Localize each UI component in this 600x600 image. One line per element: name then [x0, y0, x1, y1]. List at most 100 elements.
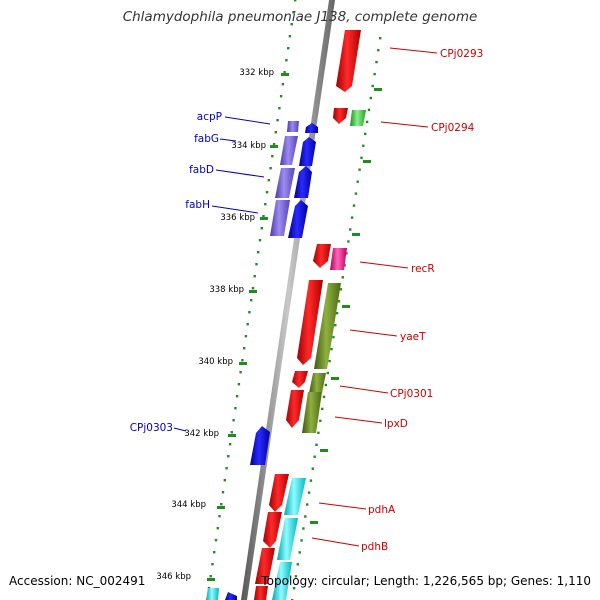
scale-dot: [377, 49, 380, 52]
fabD-gene[interactable]: [294, 166, 312, 198]
scale-dot: [369, 96, 372, 100]
gene-label-pdhA[interactable]: pdhA: [368, 504, 396, 516]
gene-label-recR[interactable]: recR: [411, 263, 435, 275]
scale-dot: [306, 503, 309, 506]
scale-dot: [298, 551, 301, 554]
gene-label-CPj0294[interactable]: CPj0294: [431, 122, 475, 134]
yaeT-gene[interactable]: [297, 280, 323, 365]
CPj0301-gene-cog[interactable]: [309, 373, 326, 393]
bottom-reverse-gene-2[interactable]: [254, 586, 268, 600]
scale-dot: [214, 539, 218, 542]
scale-dot: [223, 479, 226, 482]
bottom-cyan-reverse[interactable]: [272, 562, 292, 600]
recR-gene-cog[interactable]: [330, 248, 347, 270]
gene-label-fabD[interactable]: fabD: [189, 164, 214, 176]
lpxD-gene-cog[interactable]: [302, 392, 322, 433]
scale-dot: [294, 575, 298, 578]
scale-dot: [209, 575, 212, 578]
scale-dot: [234, 407, 237, 410]
pdhA-gene[interactable]: [269, 474, 289, 512]
scale-dot: [218, 515, 221, 518]
scale-dot: [227, 455, 230, 458]
scale-dot: [255, 263, 258, 266]
scale-dot: [281, 83, 285, 86]
scale-dot: [288, 35, 292, 38]
scale-dot: [371, 84, 374, 88]
scale-dot: [243, 347, 246, 350]
scale-dot: [322, 395, 326, 399]
scale-dot: [349, 228, 352, 231]
scale-dot: [324, 383, 328, 387]
gene-label-CPj0303[interactable]: CPj0303: [130, 422, 173, 434]
scale-dot: [375, 60, 378, 64]
scale-dot: [211, 563, 214, 566]
pdhB-gene-cog[interactable]: [277, 518, 298, 560]
scale-dot: [379, 37, 382, 40]
gene-label-CPj0301[interactable]: CPj0301: [390, 388, 433, 400]
fabG-gene[interactable]: [299, 137, 316, 166]
CPj0303-gene[interactable]: [250, 426, 270, 465]
gene-label-acpP[interactable]: acpP: [197, 111, 222, 123]
scale-dot: [313, 455, 316, 458]
tick-label-346: 346 kbp: [156, 572, 191, 582]
scale-dot: [364, 132, 367, 136]
scale-dot: [239, 371, 242, 374]
CPj0301-gene[interactable]: [292, 371, 308, 388]
right-gene-labels: CPj0293 CPj0294 recR yaeT CPj0301 lpxD p…: [361, 48, 483, 553]
bottom-forward-gene[interactable]: [225, 592, 237, 600]
acpP-gene-cog[interactable]: [287, 121, 299, 132]
scale-dot: [360, 156, 363, 159]
pdhA-gene-cog[interactable]: [284, 478, 306, 515]
scale-dot: [332, 335, 335, 339]
acpP-gene[interactable]: [305, 123, 318, 133]
tick-label-334: 334 kbp: [231, 141, 266, 151]
gene-label-pdhB[interactable]: pdhB: [361, 541, 388, 553]
CPj0293-gene[interactable]: [336, 30, 361, 92]
scale-dot: [337, 300, 341, 303]
gene-label-fabG[interactable]: fabG: [194, 133, 219, 145]
CPj0294-gene[interactable]: [333, 108, 348, 124]
fabH-gene[interactable]: [288, 200, 308, 238]
kbp-tick-labels: 332 kbp 334 kbp 336 kbp 338 kbp 340 kbp …: [156, 68, 274, 582]
left-tick-dots: [206, 0, 297, 600]
scale-dot: [287, 47, 290, 50]
scale-dot: [321, 407, 324, 411]
bottom-cyan-gene[interactable]: [206, 588, 219, 600]
scale-dot: [311, 467, 314, 470]
scale-dot: [294, 0, 297, 2]
CPj0294-gene-cog[interactable]: [350, 110, 366, 126]
gene-label-yaeT[interactable]: yaeT: [400, 331, 426, 343]
scale-dot: [335, 312, 339, 315]
scale-dot: [246, 323, 249, 326]
scale-dot: [250, 299, 253, 302]
scale-dot: [248, 311, 251, 314]
fabH-gene-cog[interactable]: [270, 200, 290, 236]
left-label-pointers: [173, 116, 271, 432]
scale-dot: [328, 359, 331, 363]
yaeT-gene-cog[interactable]: [314, 283, 341, 369]
gene-label-fabH[interactable]: fabH: [185, 199, 210, 211]
gene-label-CPj0293[interactable]: CPj0293: [440, 48, 483, 60]
scale-dot: [362, 144, 365, 147]
scale-dot: [285, 59, 288, 62]
scale-dot: [274, 131, 277, 134]
gene-label-lpxD[interactable]: lpxD: [384, 418, 408, 430]
lpxD-gene[interactable]: [286, 390, 304, 428]
scale-dot: [228, 443, 232, 446]
fabD-gene-cog[interactable]: [275, 168, 295, 198]
scale-dot: [225, 467, 228, 470]
scale-dot: [269, 167, 272, 170]
kbp-tick-marks-right: [310, 88, 382, 524]
recR-gene[interactable]: [313, 244, 331, 268]
scale-dot: [241, 359, 244, 362]
pdhB-gene[interactable]: [263, 512, 282, 548]
topology-text: Topology: circular; Length: 1,226,565 bp…: [261, 574, 591, 588]
scale-dot: [267, 179, 270, 182]
fabG-gene-cog[interactable]: [280, 136, 298, 165]
scale-dot: [352, 204, 356, 207]
scale-dot: [290, 23, 293, 26]
scale-dot: [334, 324, 337, 327]
bottom-reverse-gene[interactable]: [255, 548, 275, 584]
